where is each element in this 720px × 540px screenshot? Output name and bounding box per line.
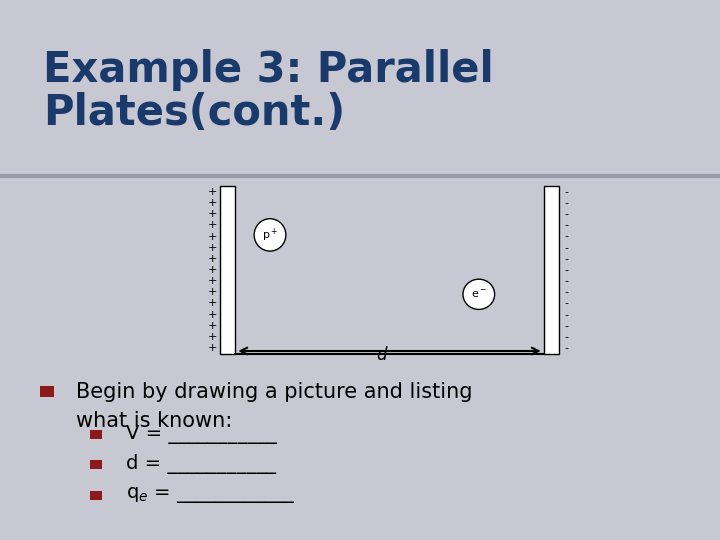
Text: -: - <box>564 299 569 308</box>
Text: -: - <box>564 265 569 275</box>
Bar <box>40 386 54 397</box>
Text: -: - <box>564 321 569 331</box>
Text: -: - <box>564 309 569 320</box>
Bar <box>90 430 102 439</box>
Text: -: - <box>564 209 569 219</box>
Text: Example 3: Parallel: Example 3: Parallel <box>43 49 494 91</box>
Text: -: - <box>564 343 569 353</box>
Text: +: + <box>207 198 217 208</box>
Text: +: + <box>207 209 217 219</box>
Text: -: - <box>564 254 569 264</box>
Text: +: + <box>207 276 217 286</box>
Text: Begin by drawing a picture and listing: Begin by drawing a picture and listing <box>76 381 472 402</box>
Text: -: - <box>564 232 569 241</box>
Text: -: - <box>564 276 569 286</box>
Text: q$_e$ = ____________: q$_e$ = ____________ <box>126 485 295 505</box>
Bar <box>90 491 102 500</box>
Ellipse shape <box>463 279 495 309</box>
Text: +: + <box>207 332 217 342</box>
Text: +: + <box>207 220 217 231</box>
Bar <box>544 186 559 354</box>
Text: -: - <box>564 287 569 298</box>
Text: +: + <box>207 265 217 275</box>
Text: what is known:: what is known: <box>76 411 232 431</box>
Text: Plates(cont.): Plates(cont.) <box>43 92 346 134</box>
Text: +: + <box>207 187 217 197</box>
Text: -: - <box>564 242 569 253</box>
Text: +: + <box>207 254 217 264</box>
Text: +: + <box>207 232 217 241</box>
Text: +: + <box>207 242 217 253</box>
Text: -: - <box>564 198 569 208</box>
Text: -: - <box>564 187 569 197</box>
Text: +: + <box>207 321 217 331</box>
Text: -: - <box>564 220 569 231</box>
Text: -: - <box>564 332 569 342</box>
Text: +: + <box>207 309 217 320</box>
Text: +: + <box>207 299 217 308</box>
Text: V = ___________: V = ___________ <box>126 425 277 444</box>
Text: +: + <box>207 343 217 353</box>
Bar <box>220 186 235 354</box>
Bar <box>90 460 102 469</box>
Text: d = ___________: d = ___________ <box>126 454 276 475</box>
Ellipse shape <box>254 219 286 251</box>
Text: p$^+$: p$^+$ <box>262 226 278 244</box>
Text: e$^-$: e$^-$ <box>471 289 487 300</box>
Text: d: d <box>377 346 387 364</box>
Text: +: + <box>207 287 217 298</box>
